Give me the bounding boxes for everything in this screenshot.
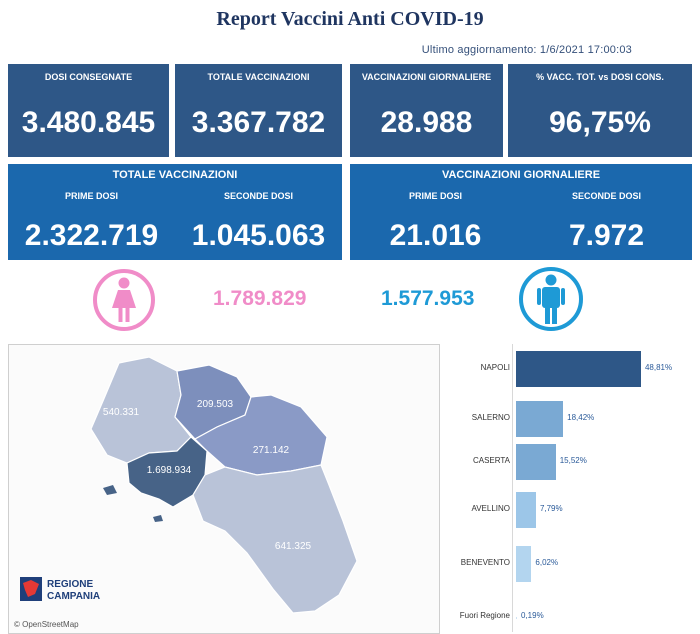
bar[interactable] [516, 444, 556, 480]
caserta-value: 540.331 [103, 407, 140, 418]
province-map: 540.331 209.503 271.142 1.698.934 641.32… [90, 356, 358, 614]
kpi-label: DOSI CONSEGNATE [44, 72, 133, 82]
prime-dosi-label: PRIME DOSI [408, 191, 462, 201]
bar-value-label: 48,81% [644, 363, 673, 372]
kpi-card-totale-vaccinazioni: TOTALE VACCINAZIONI 3.367.782 [175, 64, 342, 157]
bar-value-label: 0,19% [521, 611, 544, 620]
logo-line-1: REGIONE [47, 579, 93, 590]
benevento-value: 209.503 [197, 399, 234, 410]
panel-title: TOTALE VACCINAZIONI [112, 169, 238, 181]
seconde-dosi-value: 1.045.063 [191, 219, 326, 252]
ischia-island [103, 485, 117, 495]
capri-island [153, 515, 163, 522]
prime-dosi-value: 2.322.719 [24, 219, 159, 252]
napoli-value: 1.698.934 [147, 465, 192, 476]
bar[interactable] [516, 401, 564, 437]
kpi-card-dosi-consegnate: DOSI CONSEGNATE 3.480.845 [8, 64, 169, 157]
bar-category-label: BENEVENTO [460, 558, 510, 567]
bar-value-label: 18,42% [567, 413, 595, 422]
bar-category-label: CASERTA [472, 456, 510, 465]
kpi-label: VACCINAZIONI GIORNALIERE [361, 72, 492, 82]
bar[interactable] [516, 492, 536, 528]
avellino-value: 271.142 [253, 445, 290, 456]
kpi-label: TOTALE VACCINAZIONI [207, 72, 310, 82]
logo-line-2: CAMPANIA [47, 591, 100, 602]
bar-category-label: AVELLINO [471, 504, 510, 513]
seconde-dosi-label: SECONDE DOSI [223, 191, 293, 201]
campania-map: 540.331 209.503 271.142 1.698.934 641.32… [8, 344, 440, 634]
female-count: 1.789.829 [213, 287, 307, 310]
panel-title: VACCINAZIONI GIORNALIERE [441, 169, 601, 181]
axis-line [512, 344, 513, 632]
bar[interactable] [516, 546, 532, 582]
bar-category-label: SALERNO [471, 413, 510, 422]
bar-value-label: 7,79% [539, 504, 563, 513]
kpi-value: 3.480.845 [21, 106, 156, 139]
bar-value-label: 6,02% [535, 558, 559, 567]
male-count: 1.577.953 [381, 287, 475, 310]
regione-campania-logo: REGIONE CAMPANIA [20, 577, 100, 602]
province-bar-chart: NAPOLI 48,81% SALERNO 18,42% CASERTA 15,52% AV… [446, 344, 696, 632]
map-attribution[interactable]: © OpenStreetMap [14, 620, 79, 629]
kpi-card-percentuale: % VACC. TOT. vs DOSI CONS. 96,75% [508, 64, 692, 157]
female-icon [93, 269, 155, 331]
salerno-province[interactable] [192, 464, 358, 614]
kpi-value: 28.988 [380, 106, 473, 139]
bar-category-label: Fuori Regione [459, 611, 510, 620]
male-icon [519, 267, 583, 331]
seconde-dosi-label: SECONDE DOSI [571, 191, 641, 201]
prime-dosi-label: PRIME DOSI [64, 191, 118, 201]
salerno-value: 641.325 [275, 541, 312, 552]
bar-value-label: 15,52% [559, 456, 587, 465]
kpi-card-vaccinazioni-giornaliere: VACCINAZIONI GIORNALIERE 28.988 [350, 64, 503, 157]
prime-dosi-value: 21.016 [389, 219, 482, 252]
seconde-dosi-value: 7.972 [568, 219, 645, 252]
kpi-value: 3.367.782 [191, 106, 326, 139]
bar[interactable] [516, 351, 641, 387]
kpi-value: 96,75% [549, 106, 651, 139]
totale-vaccinazioni-panel: TOTALE VACCINAZIONI PRIME DOSI SECONDE D… [8, 164, 342, 260]
vaccinazioni-giornaliere-panel: VACCINAZIONI GIORNALIERE PRIME DOSI SECO… [350, 164, 692, 260]
bar-category-label: NAPOLI [480, 363, 510, 372]
kpi-label: % VACC. TOT. vs DOSI CONS. [536, 72, 664, 82]
bar[interactable] [516, 617, 517, 619]
last-update: Ultimo aggiornamento: 1/6/2021 17:00:03 [421, 44, 632, 56]
report-title: Report Vaccini Anti COVID-19 [216, 8, 484, 30]
